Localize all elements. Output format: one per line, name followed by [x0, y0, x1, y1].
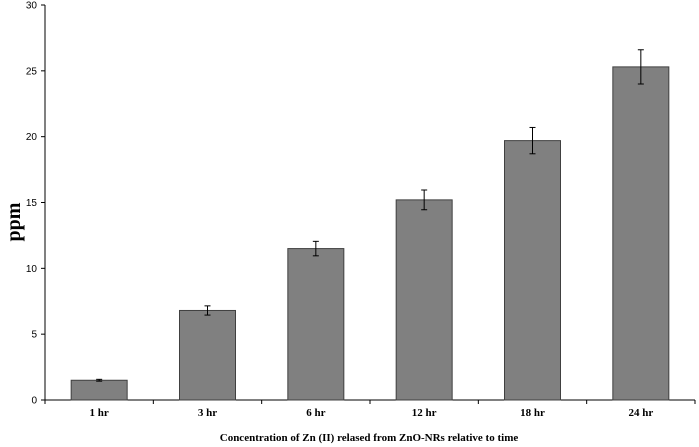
- y-tick-label: 0: [31, 396, 37, 407]
- x-tick-label: 6 hr: [306, 407, 325, 419]
- bar-1-hr: [70, 379, 128, 401]
- bar-24-hr: [612, 66, 670, 401]
- x-tick-label: 24 hr: [628, 407, 653, 419]
- y-tick-label: 30: [26, 1, 38, 12]
- bar-12-hr: [395, 199, 453, 401]
- x-tick-label: 1 hr: [90, 407, 109, 419]
- y-tick-label: 10: [26, 264, 38, 275]
- bar-3-hr: [179, 309, 236, 401]
- y-tick-label: 15: [26, 198, 38, 209]
- plot-area: 0 5 10 15 20 25 30 1 hr 3 hr 6 hr 12 hr 18 hr 24 hr: [26, 1, 696, 419]
- bar-6-hr: [287, 248, 345, 401]
- bar-18-hr: [504, 140, 561, 401]
- y-axis-title: ppm: [3, 202, 25, 241]
- x-tick-label: 18 hr: [520, 407, 545, 419]
- y-tick-label: 20: [26, 132, 38, 143]
- y-tick-label: 25: [26, 66, 38, 77]
- y-tick-label: 5: [31, 330, 37, 341]
- x-tick-label: 3 hr: [198, 407, 217, 419]
- x-tick-label: 12 hr: [412, 407, 437, 419]
- x-axis-title: Concentration of Zn (II) relased from Zn…: [220, 432, 519, 444]
